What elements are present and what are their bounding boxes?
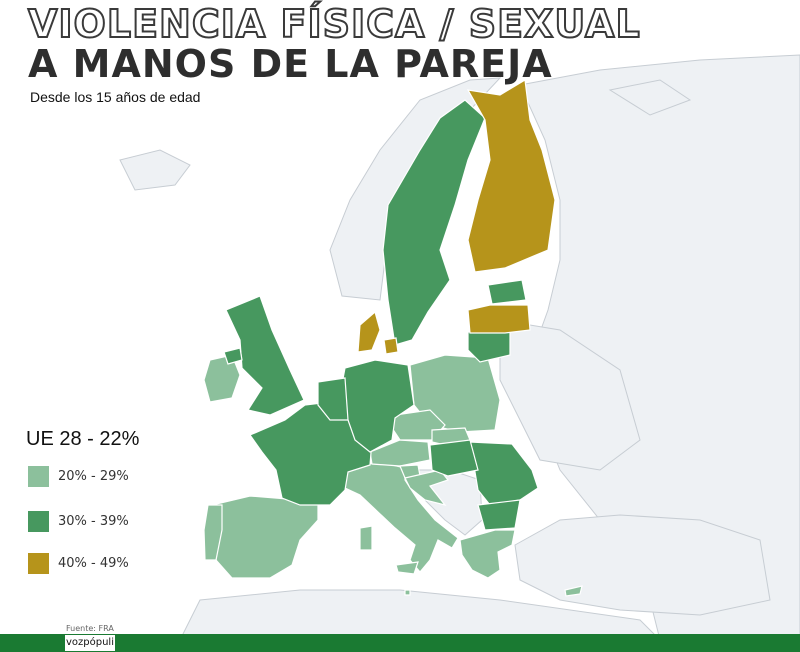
country-france — [249, 401, 373, 506]
country-denmark — [357, 310, 381, 353]
subtitle: Desde los 15 años de edad — [30, 89, 201, 105]
country-malta — [404, 589, 411, 596]
legend-swatch — [28, 511, 49, 532]
legend-label: 40% - 49% — [58, 556, 129, 571]
country-romania — [469, 441, 539, 506]
legend-label: 20% - 29% — [58, 469, 129, 484]
title-line-1: VIOLENCIA FÍSICA / SEXUAL — [27, 2, 641, 46]
legend-item: 20% - 29% — [28, 466, 129, 487]
country-latvia — [467, 304, 531, 334]
brand-logo: vozpópuli — [65, 635, 115, 651]
country-portugal — [203, 504, 223, 561]
country-benelux — [317, 377, 349, 421]
legend-swatch — [28, 466, 49, 487]
country-sicily — [395, 561, 419, 575]
country-sweden — [382, 99, 486, 346]
country-sardinia — [359, 525, 373, 551]
country-denmark-isles — [383, 337, 399, 355]
country-cyprus — [564, 585, 583, 597]
legend-label: 30% - 39% — [58, 514, 129, 529]
country-hungary — [429, 439, 479, 477]
country-northern-ireland — [223, 347, 243, 365]
legend-item: 30% - 39% — [28, 511, 129, 532]
svalbard-land — [608, 79, 692, 116]
country-finland — [466, 79, 556, 273]
country-estonia — [487, 279, 527, 305]
source-note: Fuente: FRA — [66, 624, 114, 633]
legend-title: UE 28 - 22% — [26, 428, 140, 450]
footer-bar — [0, 634, 800, 652]
country-bulgaria — [477, 499, 521, 531]
legend-item: 40% - 49% — [28, 553, 129, 574]
title-line-2: A MANOS DE LA PAREJA — [28, 42, 553, 86]
belarus-ukraine-land — [499, 319, 641, 471]
legend-swatch — [28, 553, 49, 574]
iceland-land — [119, 149, 191, 191]
country-greece — [459, 529, 516, 579]
russia-east-land — [519, 54, 800, 641]
